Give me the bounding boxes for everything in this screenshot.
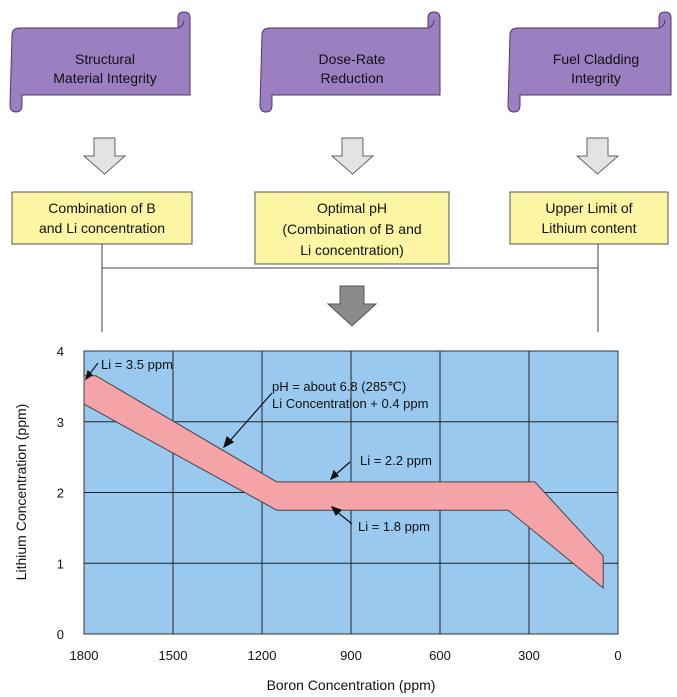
goal-line2: Reduction xyxy=(320,70,383,86)
box xyxy=(509,191,669,245)
x-tick-label: 1500 xyxy=(159,648,188,663)
lithium-boron-chart: 1800 1500 1200 900 600 300 0 0 1 2 3 4 Li = 3.5 pp… xyxy=(13,344,622,693)
scroll-shape xyxy=(507,11,672,113)
y-tick-label: 3 xyxy=(57,415,64,430)
x-tick-label: 900 xyxy=(340,648,362,663)
annotation-li-1-8: Li = 1.8 ppm xyxy=(358,519,430,534)
arrowhead xyxy=(85,369,93,381)
requirement-line: Combination of B xyxy=(48,200,155,216)
down-arrow-dark-icon xyxy=(326,285,378,327)
requirement-line: and Li concentration xyxy=(39,220,165,236)
y-tick-label: 2 xyxy=(57,486,64,501)
arrowhead xyxy=(223,435,235,449)
operating-band xyxy=(83,375,604,590)
requirement-line: Upper Limit of xyxy=(545,200,632,216)
goal-line1: Structural xyxy=(75,51,135,67)
x-axis-label: Boron Concentration (ppm) xyxy=(267,677,436,693)
box xyxy=(11,191,193,245)
requirement-box-optimal-ph: Optimal pH (Combination of B and Li conc… xyxy=(254,191,450,265)
connector-lines xyxy=(101,244,599,332)
y-tick-label: 4 xyxy=(57,344,64,359)
y-tick-label: 1 xyxy=(57,556,64,571)
requirement-box-b-li: Combination of B and Li concentration xyxy=(11,191,193,245)
x-tick-label: 0 xyxy=(614,648,621,663)
y-tick-labels: 0 1 2 3 4 xyxy=(57,344,64,642)
down-arrow-icon xyxy=(575,137,620,175)
x-tick-label: 1800 xyxy=(70,648,99,663)
goal-line1: Dose-Rate xyxy=(319,51,386,67)
scroll-shape xyxy=(9,11,191,113)
down-arrow-icon xyxy=(82,137,127,175)
arrowhead xyxy=(330,505,343,517)
y-tick-label: 0 xyxy=(57,627,64,642)
box xyxy=(254,191,450,265)
y-axis-label: Lithium Concentration (ppm) xyxy=(13,404,29,581)
goal-line2: Material Integrity xyxy=(53,70,156,86)
requirement-line: Li concentration) xyxy=(300,242,404,258)
goal-line1: Fuel Cladding xyxy=(553,51,639,67)
annotation-li-2-2: Li = 2.2 ppm xyxy=(360,453,432,468)
goal-banner-fuel-cladding: Fuel Cladding Integrity xyxy=(507,11,672,113)
scroll-curl xyxy=(177,19,185,29)
x-tick-label: 1200 xyxy=(248,648,277,663)
scroll-curl xyxy=(427,19,435,29)
goal-banner-dose-rate: Dose-Rate Reduction xyxy=(259,11,441,113)
scroll-shape xyxy=(259,11,441,113)
requirement-line: Optimal pH xyxy=(317,200,387,216)
annotation-li-plus: Li Concentration + 0.4 ppm xyxy=(272,396,428,411)
annotation-arrows xyxy=(85,362,353,525)
goal-line2: Integrity xyxy=(571,70,621,86)
x-tick-labels: 1800 1500 1200 900 600 300 0 xyxy=(70,648,622,663)
requirement-line: Lithium content xyxy=(542,220,637,236)
goal-banner-structural: Structural Material Integrity xyxy=(9,11,191,113)
annotation-li-3-5: Li = 3.5 ppm xyxy=(101,357,173,372)
requirement-line: (Combination of B and xyxy=(282,221,421,237)
x-tick-label: 600 xyxy=(429,648,451,663)
arrowhead xyxy=(329,469,339,481)
down-arrow-icon xyxy=(330,137,375,175)
requirement-box-lithium-limit: Upper Limit of Lithium content xyxy=(509,191,669,245)
annotation-ph: pH = about 6.8 (285℃) xyxy=(272,379,406,394)
scroll-curl xyxy=(658,19,666,29)
x-tick-label: 300 xyxy=(518,648,540,663)
arrow-ph xyxy=(227,392,273,444)
